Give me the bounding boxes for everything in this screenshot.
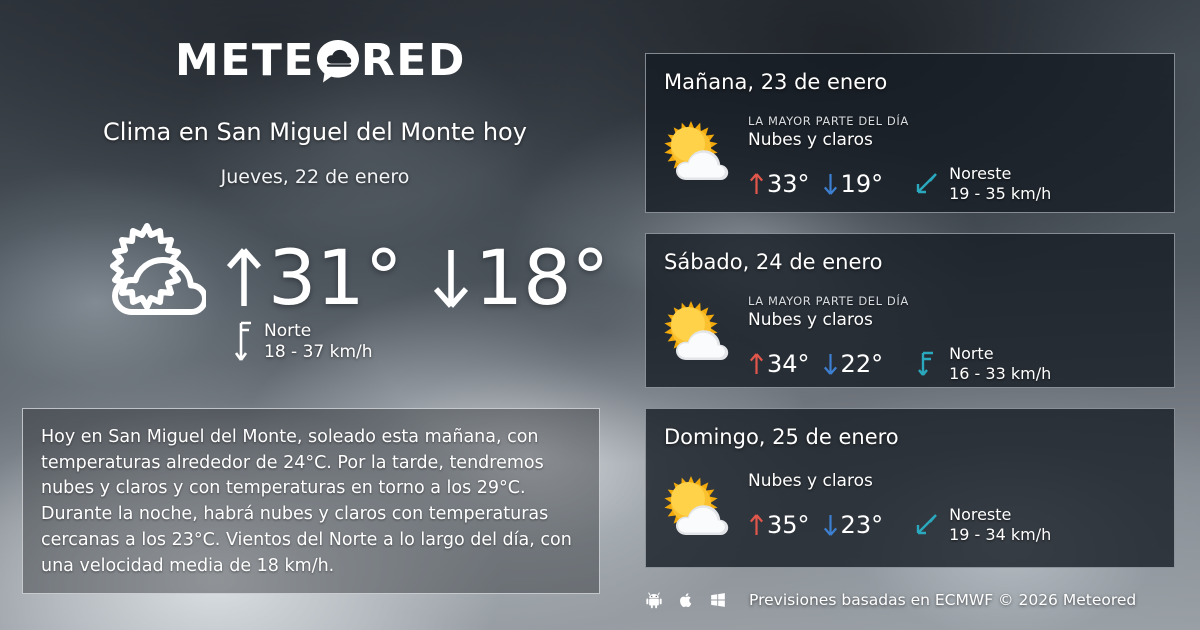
today-wind-speed: 18 - 37 km/h (264, 342, 373, 362)
forecast-metrics: 33° 19° (748, 164, 1162, 205)
forecast-day-label: Sábado, 24 de enero (664, 250, 883, 274)
meteored-logo[interactable]: METE RED (175, 39, 466, 83)
forecast-wind-speed: 19 - 35 km/h (949, 184, 1052, 204)
forecast-wind-direction: Norte (949, 344, 994, 363)
arrow-down-icon (433, 250, 468, 308)
forecast-wind: Noreste 19 - 34 km/h (913, 505, 1051, 546)
today-wind: Norte 18 - 37 km/h (228, 320, 373, 364)
windows-icon[interactable] (709, 591, 727, 609)
forecast-details: Nubes y claros 35° (748, 463, 1162, 546)
forecast-sky-text: Nubes y claros (748, 310, 873, 330)
arrow-down-icon (823, 354, 837, 376)
forecast-wind-speed: 19 - 34 km/h (949, 525, 1052, 545)
today-temperatures: 31° 18° (222, 240, 609, 316)
footer: Previsiones basadas en ECMWF © 2026 Mete… (645, 591, 1136, 609)
forecast-max-temp-value: 35° (767, 511, 810, 540)
forecast-card[interactable]: Mañana, 23 de enero (645, 53, 1175, 213)
today-max-temp-value: 31° (268, 233, 403, 322)
forecast-temperatures: 35° 23° (748, 512, 883, 538)
today-panel: METE RED Clima en San Miguel del Monte h… (22, 39, 609, 595)
forecast-metrics: 34° 22° (748, 344, 1162, 385)
arrow-up-icon (749, 173, 764, 195)
forecast-max-temp: 33° (748, 171, 810, 197)
sun-behind-cloud-icon (664, 473, 734, 543)
forecast-min-temp-value: 22° (840, 350, 884, 379)
wind-barb-north-icon (234, 321, 251, 361)
forecast-day-label: Domingo, 25 de enero (664, 425, 899, 449)
arrow-up-icon (226, 248, 262, 306)
forecast-min-temp-value: 19° (840, 170, 884, 199)
forecast-details: LA MAYOR PARTE DEL DÍA Nubes y claros 33… (748, 108, 1162, 205)
cloud-speech-bubble-icon (316, 39, 360, 83)
forecast-max-temp-value: 33° (767, 170, 810, 199)
forecast-min-temp: 22° (822, 350, 884, 379)
forecast-list: Mañana, 23 de enero (645, 0, 1185, 630)
forecast-wind-direction: Noreste (949, 164, 1012, 183)
today-description: Hoy en San Miguel del Monte, soleado est… (22, 408, 600, 595)
arrow-down-icon (823, 515, 837, 537)
arrow-down-icon (823, 174, 837, 196)
sun-behind-cloud-icon (664, 298, 734, 368)
today-wind-direction: Norte (264, 320, 312, 341)
forecast-min-temp: 23° (822, 511, 884, 540)
app-store-icons (645, 591, 727, 609)
page-title: Clima en San Miguel del Monte hoy (103, 118, 527, 146)
today-max-temp: 31° (222, 240, 403, 316)
forecast-day-label: Mañana, 23 de enero (664, 70, 888, 94)
forecast-wind: Norte 16 - 33 km/h (913, 344, 1051, 385)
wind-barb-northeast-icon (916, 514, 938, 535)
forecast-temperatures: 33° 19° (748, 171, 883, 197)
forecast-card[interactable]: Domingo, 25 de enero (645, 408, 1175, 568)
today-min-temp-value: 18° (474, 233, 610, 322)
forecast-card[interactable]: Sábado, 24 de enero (645, 233, 1175, 388)
footer-credit: Previsiones basadas en ECMWF © 2026 Mete… (749, 591, 1137, 609)
logo-text-second: RED (360, 35, 466, 86)
android-icon[interactable] (645, 591, 663, 609)
today-wind-text: Norte 18 - 37 km/h (264, 321, 373, 364)
forecast-wind-text: Noreste 19 - 34 km/h (949, 505, 1051, 546)
today-date: Jueves, 22 de enero (220, 166, 410, 188)
sun-behind-cloud-outline-icon (88, 222, 208, 334)
forecast-period-label: LA MAYOR PARTE DEL DÍA (748, 294, 909, 308)
forecast-max-temp-value: 34° (767, 350, 810, 379)
forecast-wind-speed: 16 - 33 km/h (949, 364, 1052, 384)
forecast-min-temp: 19° (822, 170, 884, 199)
today-conditions-row: 31° 18° (88, 222, 609, 334)
forecast-details: LA MAYOR PARTE DEL DÍA Nubes y claros 34… (748, 288, 1162, 385)
forecast-max-temp: 34° (748, 351, 810, 377)
forecast-period-label: LA MAYOR PARTE DEL DÍA (748, 114, 909, 128)
forecast-wind: Noreste 19 - 35 km/h (913, 164, 1051, 205)
forecast-sky-text: Nubes y claros (748, 471, 873, 491)
forecast-metrics: 35° 23° (748, 505, 1162, 546)
apple-icon[interactable] (677, 591, 695, 609)
forecast-wind-text: Noreste 19 - 35 km/h (949, 164, 1051, 205)
wind-barb-north-icon (918, 352, 934, 377)
sun-behind-cloud-icon (664, 118, 734, 188)
forecast-max-temp: 35° (748, 512, 810, 538)
forecast-wind-direction: Noreste (949, 505, 1012, 524)
forecast-sky-text: Nubes y claros (748, 130, 873, 150)
forecast-temperatures: 34° 22° (748, 351, 883, 377)
arrow-up-icon (749, 514, 764, 536)
today-min-temp: 18° (429, 233, 610, 322)
forecast-wind-text: Norte 16 - 33 km/h (949, 344, 1051, 385)
arrow-up-icon (749, 353, 764, 375)
logo-text-first: METE (175, 35, 315, 86)
forecast-min-temp-value: 23° (840, 511, 884, 540)
wind-barb-northeast-icon (916, 173, 938, 194)
